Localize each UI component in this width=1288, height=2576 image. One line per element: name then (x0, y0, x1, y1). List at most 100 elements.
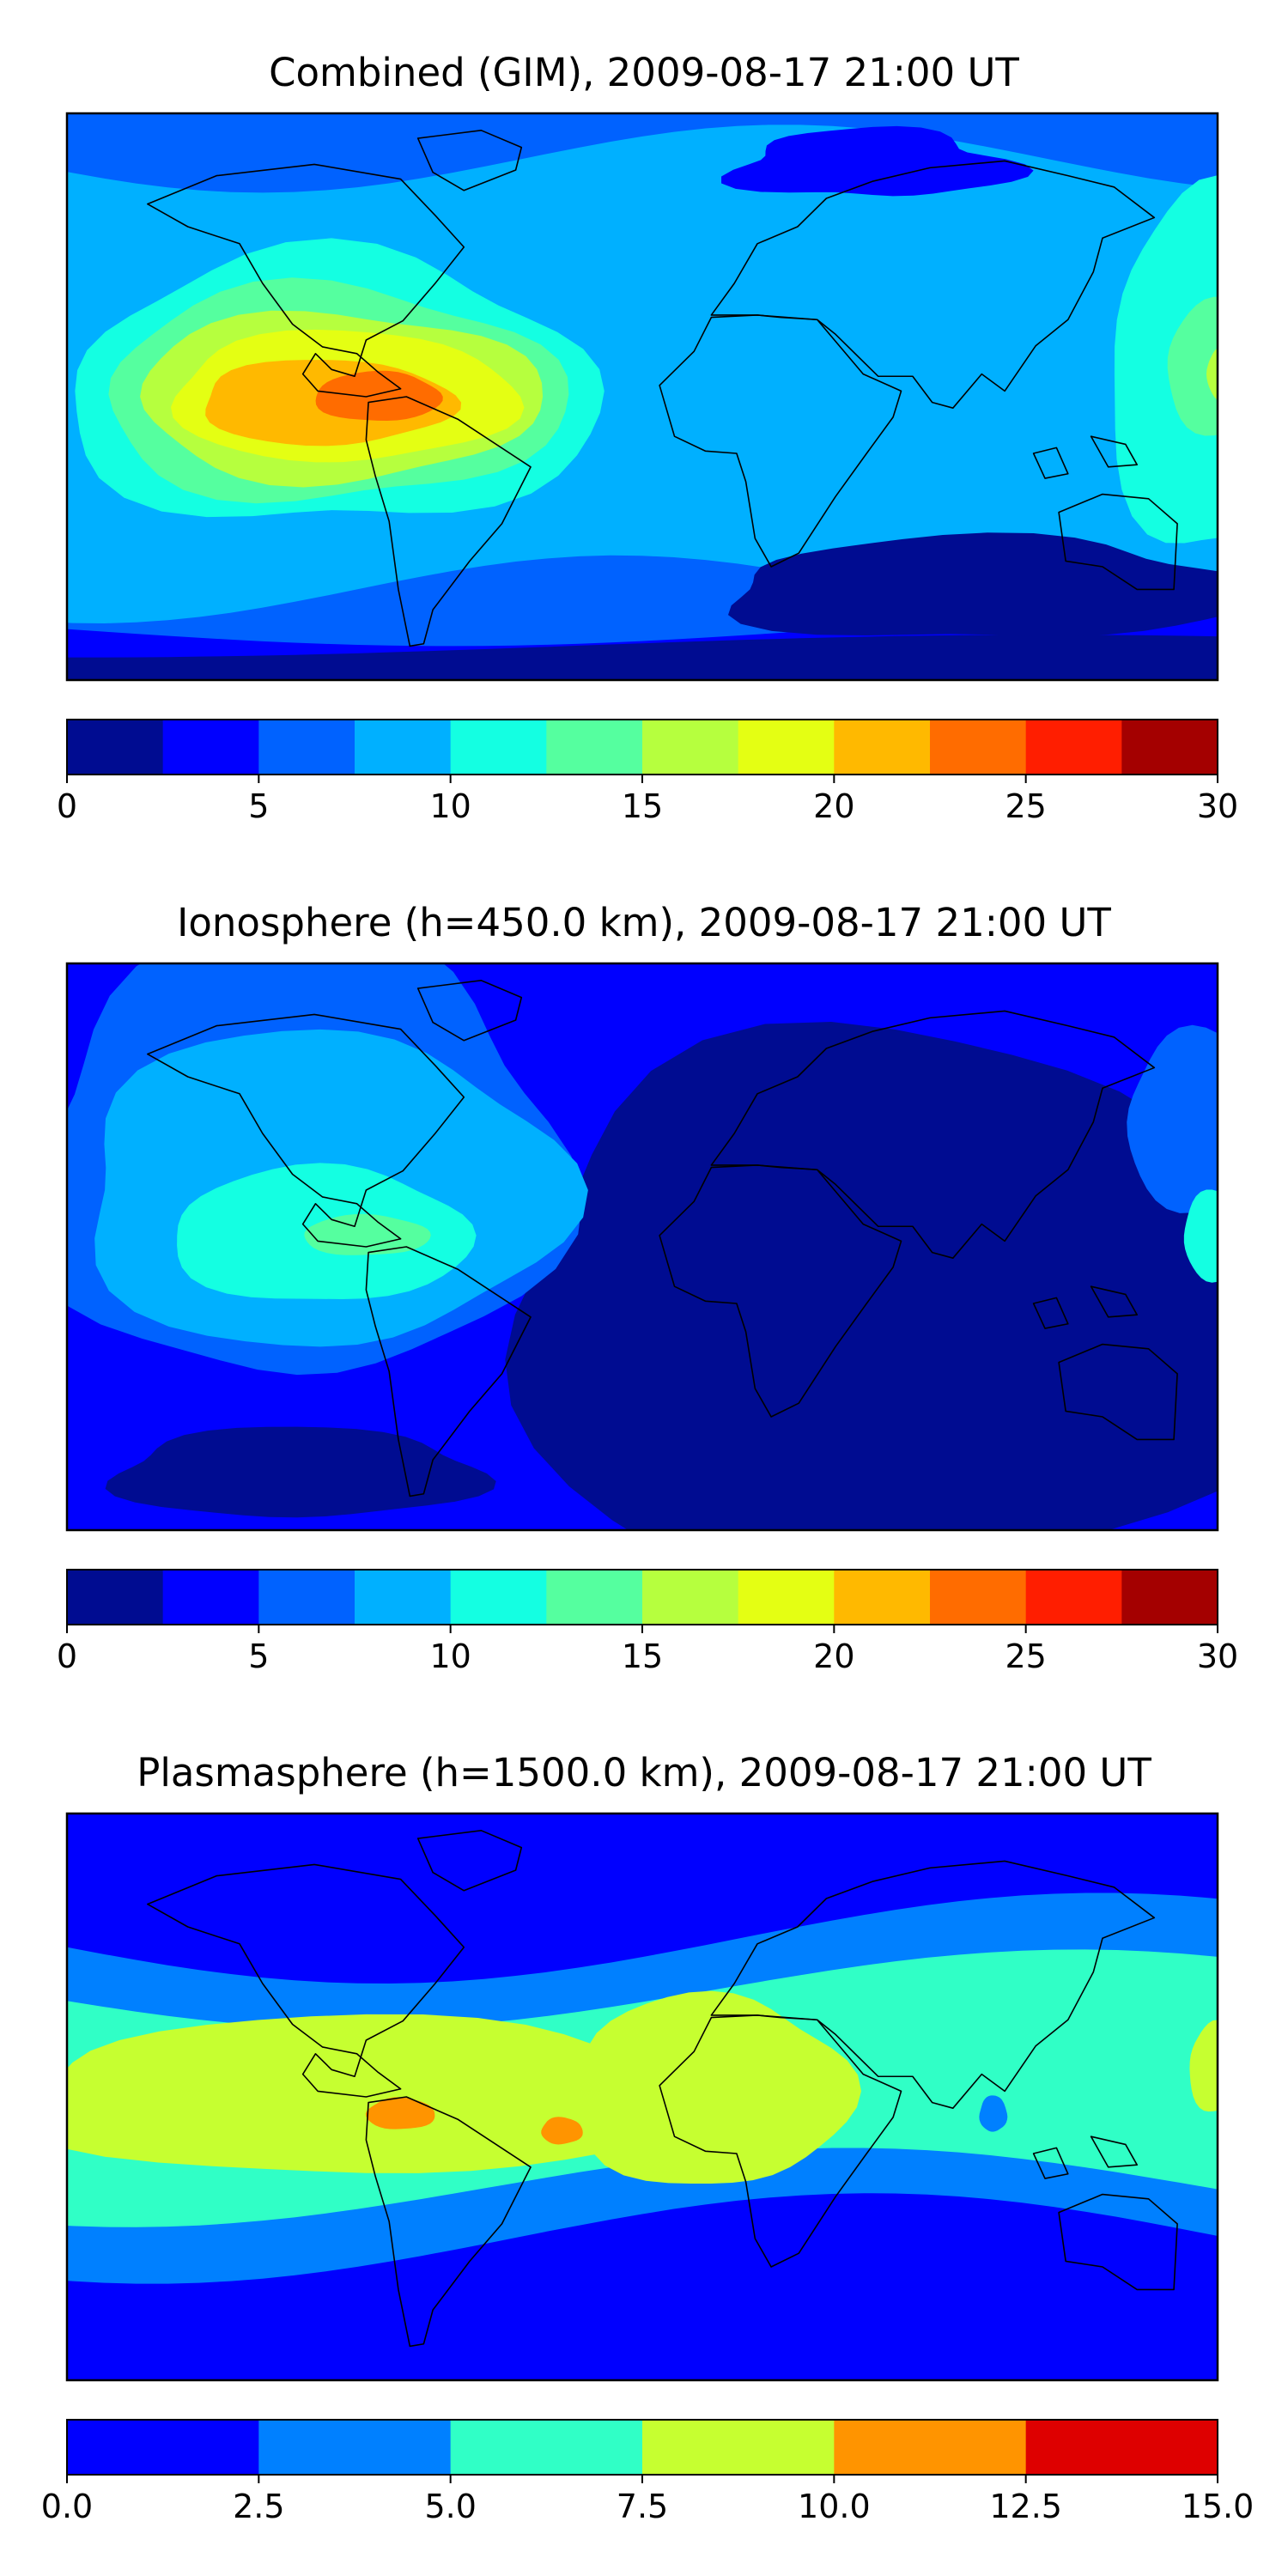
coastline-6 (1059, 2195, 1177, 2290)
map-frame (65, 1812, 1219, 2382)
coastline-7 (1034, 447, 1068, 478)
contour-region-8 (105, 1426, 496, 1518)
colorbar-segment-3 (258, 1570, 355, 1625)
colorbar-segment-5 (834, 2420, 1027, 2475)
map-panel-1 (65, 112, 1219, 748)
colorbar-segment-3 (258, 720, 355, 775)
colorbar-tick-label: 30 (1197, 787, 1238, 825)
coastline-6 (1059, 495, 1177, 590)
colorbar-2: 0 5 10 15 20 25 30 (57, 1569, 1238, 1675)
colorbar-tick-label: 15 (622, 1637, 663, 1675)
coastline-5 (711, 1011, 1154, 1258)
coastline-7 (1034, 1297, 1068, 1328)
colorbar-segment-7 (642, 720, 739, 775)
contour-region-1 (505, 1021, 1218, 1530)
contour-region-4 (584, 1990, 862, 2184)
colorbar-segment-12 (1121, 1570, 1218, 1625)
colorbar-segment-9 (834, 720, 931, 775)
coastline-8 (1091, 1286, 1138, 1317)
colorbar-segment-6 (1025, 2420, 1218, 2475)
colorbar-tick-label: 5 (248, 1637, 269, 1675)
colorbar-tick-label: 15.0 (1182, 2488, 1255, 2525)
coastline-6 (1059, 1345, 1177, 1440)
coastline-2 (366, 2097, 531, 2346)
coastline-3 (418, 1831, 522, 1891)
colorbar-tick-label: 10 (429, 1637, 471, 1675)
contour-region-3 (67, 635, 1218, 680)
colorbar-segment-4 (355, 1570, 452, 1625)
colorbar-tick-label: 0.0 (41, 2488, 93, 2525)
colorbar-tick-label: 2.5 (233, 2488, 284, 2525)
coastline-2 (366, 397, 531, 646)
contour-region-7 (1183, 1189, 1218, 1283)
colorbar-segment-5 (450, 1570, 547, 1625)
colorbar-tick-label: 25 (1005, 1637, 1046, 1675)
contour-region-6 (365, 2097, 435, 2129)
coastlines (67, 981, 1218, 1598)
contour-region-7 (541, 2117, 583, 2145)
map-panel-2 (65, 962, 1219, 1598)
colorbar-segment-6 (546, 720, 643, 775)
coastlines (67, 131, 1218, 748)
coastline-3 (418, 131, 522, 191)
contour-region-5 (304, 1213, 431, 1255)
contour-region-5 (1189, 2020, 1218, 2112)
coastline-1 (148, 164, 465, 397)
colorbar-tick-label: 5.0 (424, 2488, 476, 2525)
colorbar-segment-9 (834, 1570, 931, 1625)
colorbar-segment-10 (930, 1570, 1027, 1625)
contour-region-14 (1206, 348, 1218, 401)
coastline-8 (1091, 2136, 1138, 2167)
contour-region-4 (721, 125, 1034, 197)
coastline-5 (711, 161, 1154, 408)
colorbar-segment-2 (162, 1570, 259, 1625)
coastline-1 (148, 1014, 465, 1247)
colorbar-segment-4 (642, 2420, 835, 2475)
coastline-1 (148, 1864, 465, 2097)
colorbar-segment-5 (450, 720, 547, 775)
contour-region-5 (727, 532, 1218, 636)
colorbar-tick-label: 0 (57, 787, 77, 825)
coastline-2 (366, 1247, 531, 1496)
colorbar-segment-8 (738, 720, 835, 775)
colorbar-segment-1 (67, 2420, 259, 2475)
contour-region-13 (1167, 296, 1218, 436)
colorbar-segment-10 (930, 720, 1027, 775)
map1-title: Combined (GIM), 2009-08-17 21:00 UT (269, 50, 1019, 95)
colorbar-tick-label: 15 (622, 787, 663, 825)
contour-region-6 (1127, 1024, 1218, 1213)
coastline-7 (1034, 2148, 1068, 2178)
contour-region-11 (315, 370, 443, 421)
map2-title: Ionosphere (h=450.0 km), 2009-08-17 21:0… (177, 900, 1111, 945)
colorbar-1: 0 5 10 15 20 25 30 (57, 719, 1238, 825)
colorbar-segment-6 (546, 1570, 643, 1625)
coastline-5 (711, 1861, 1154, 2108)
coastline-8 (1091, 436, 1138, 467)
colorbar-tick-label: 20 (813, 1637, 854, 1675)
colorbar-segment-12 (1121, 720, 1218, 775)
map-frame (65, 112, 1219, 682)
colorbar-tick-label: 30 (1197, 1637, 1238, 1675)
colorbar-segment-1 (67, 1570, 164, 1625)
coastline-3 (418, 981, 522, 1041)
colorbar-segment-11 (1025, 720, 1122, 775)
colorbar-segment-4 (355, 720, 452, 775)
colorbar-tick-label: 20 (813, 787, 854, 825)
colorbar-segment-1 (67, 720, 164, 775)
colorbar-segment-7 (642, 1570, 739, 1625)
colorbar-tick-label: 25 (1005, 787, 1046, 825)
map-panel-3 (65, 1812, 1219, 2448)
colorbar-tick-label: 12.5 (989, 2488, 1062, 2525)
contour-region-8 (979, 2095, 1008, 2132)
colorbar-tick-label: 7.5 (617, 2488, 668, 2525)
colorbar-tick-label: 0 (57, 1637, 77, 1675)
colorbar-segment-2 (162, 720, 259, 775)
colorbar-tick-label: 10.0 (798, 2488, 871, 2525)
colorbar-3: 0.0 2.5 5.0 7.5 10.0 12.5 15.0 (41, 2419, 1255, 2525)
colorbar-segment-8 (738, 1570, 835, 1625)
colorbar-tick-label: 10 (429, 787, 471, 825)
colorbar-segment-3 (450, 2420, 643, 2475)
coastlines (67, 1831, 1218, 2448)
colorbar-tick-label: 5 (248, 787, 269, 825)
